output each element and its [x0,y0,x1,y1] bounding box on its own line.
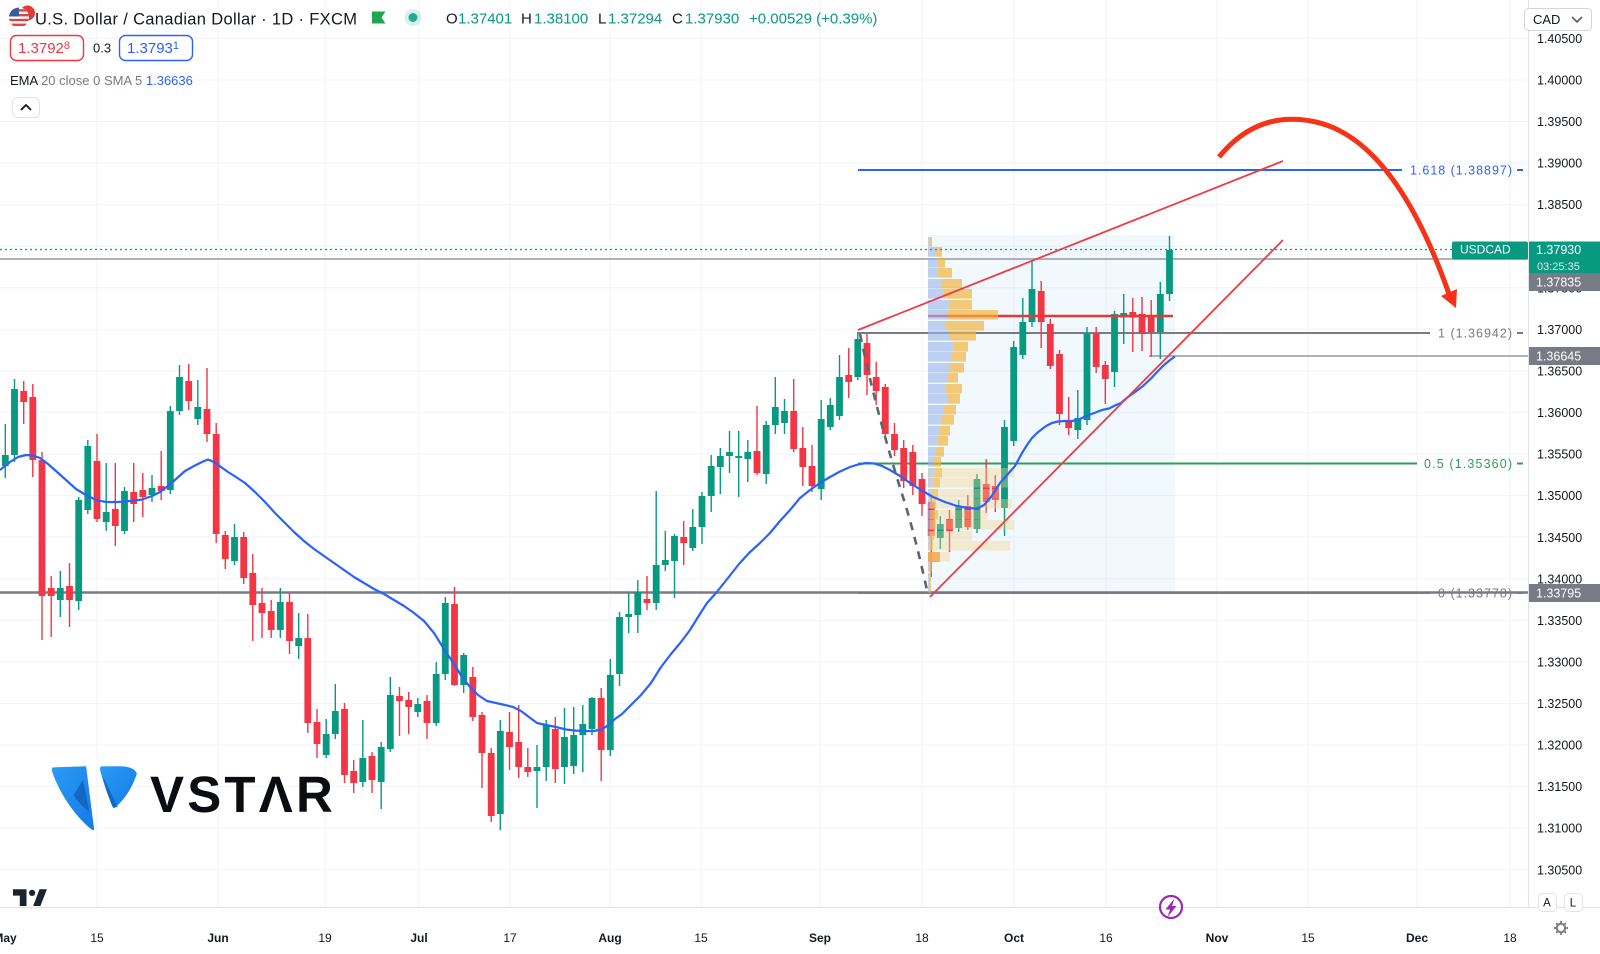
svg-text:1.32000: 1.32000 [1537,739,1582,753]
svg-text:CAD: CAD [1533,12,1560,27]
svg-text:Nov: Nov [1206,931,1229,945]
svg-text:1.38500: 1.38500 [1537,198,1582,212]
svg-text:1.618 (1.38897): 1.618 (1.38897) [1410,164,1512,178]
svg-text:1.37835: 1.37835 [1536,276,1581,290]
svg-text:1.35000: 1.35000 [1537,489,1582,503]
svg-text:0.3: 0.3 [93,41,111,56]
svg-text:EMA 20 close 0 SMA 5 1.36636: EMA 20 close 0 SMA 5 1.36636 [10,73,193,88]
svg-text:Oct: Oct [1004,931,1024,945]
svg-text:1.35500: 1.35500 [1537,448,1582,462]
svg-text:Jul: Jul [410,931,427,945]
svg-text:1 (1.36942): 1 (1.36942) [1438,327,1512,341]
svg-text:1.36500: 1.36500 [1537,365,1582,379]
svg-text:Dec: Dec [1406,931,1428,945]
svg-text:1.31000: 1.31000 [1537,822,1582,836]
svg-text:1.30500: 1.30500 [1537,863,1582,877]
svg-text:USDCAD: USDCAD [1460,243,1511,257]
svg-text:Sep: Sep [809,931,831,945]
svg-text:1.40000: 1.40000 [1537,74,1582,88]
svg-text:U.S. Dollar / Canadian Dollar: U.S. Dollar / Canadian Dollar · 1D · FXC… [35,11,357,29]
svg-text:Jun: Jun [207,931,228,945]
svg-text:May: May [0,931,17,945]
svg-text:1.33500: 1.33500 [1537,614,1582,628]
svg-text:1.32500: 1.32500 [1537,697,1582,711]
svg-text:1.33000: 1.33000 [1537,656,1582,670]
svg-text:1.40500: 1.40500 [1537,32,1582,46]
svg-text:15: 15 [90,931,104,945]
svg-text:1.31500: 1.31500 [1537,780,1582,794]
svg-text:18: 18 [1503,931,1517,945]
svg-text:18: 18 [915,931,929,945]
svg-text:1.37931: 1.37931 [127,40,179,57]
svg-text:17: 17 [503,931,517,945]
svg-text:1.34000: 1.34000 [1537,572,1582,586]
svg-text:A: A [1543,898,1551,910]
svg-text:1.36000: 1.36000 [1537,406,1582,420]
svg-text:L: L [1570,898,1577,910]
svg-text:15: 15 [1301,931,1315,945]
svg-text:1.33795: 1.33795 [1536,587,1581,601]
svg-text:1.37930: 1.37930 [1536,243,1581,257]
svg-text:03:25:35: 03:25:35 [1537,261,1580,273]
svg-text:1.39500: 1.39500 [1537,115,1582,129]
svg-text:1.37928: 1.37928 [18,40,70,57]
svg-text:16: 16 [1099,931,1113,945]
svg-text:Aug: Aug [598,931,621,945]
svg-text:0 (1.33778): 0 (1.33778) [1438,587,1512,601]
svg-text:0.5 (1.35360): 0.5 (1.35360) [1424,457,1512,471]
svg-text:15: 15 [694,931,708,945]
svg-text:1.34500: 1.34500 [1537,531,1582,545]
svg-text:1.37000: 1.37000 [1537,323,1582,337]
svg-text:1.39000: 1.39000 [1537,157,1582,171]
svg-text:1.36645: 1.36645 [1536,350,1581,364]
svg-text:19: 19 [318,931,332,945]
svg-text:VSTΛR: VSTΛR [150,766,336,823]
